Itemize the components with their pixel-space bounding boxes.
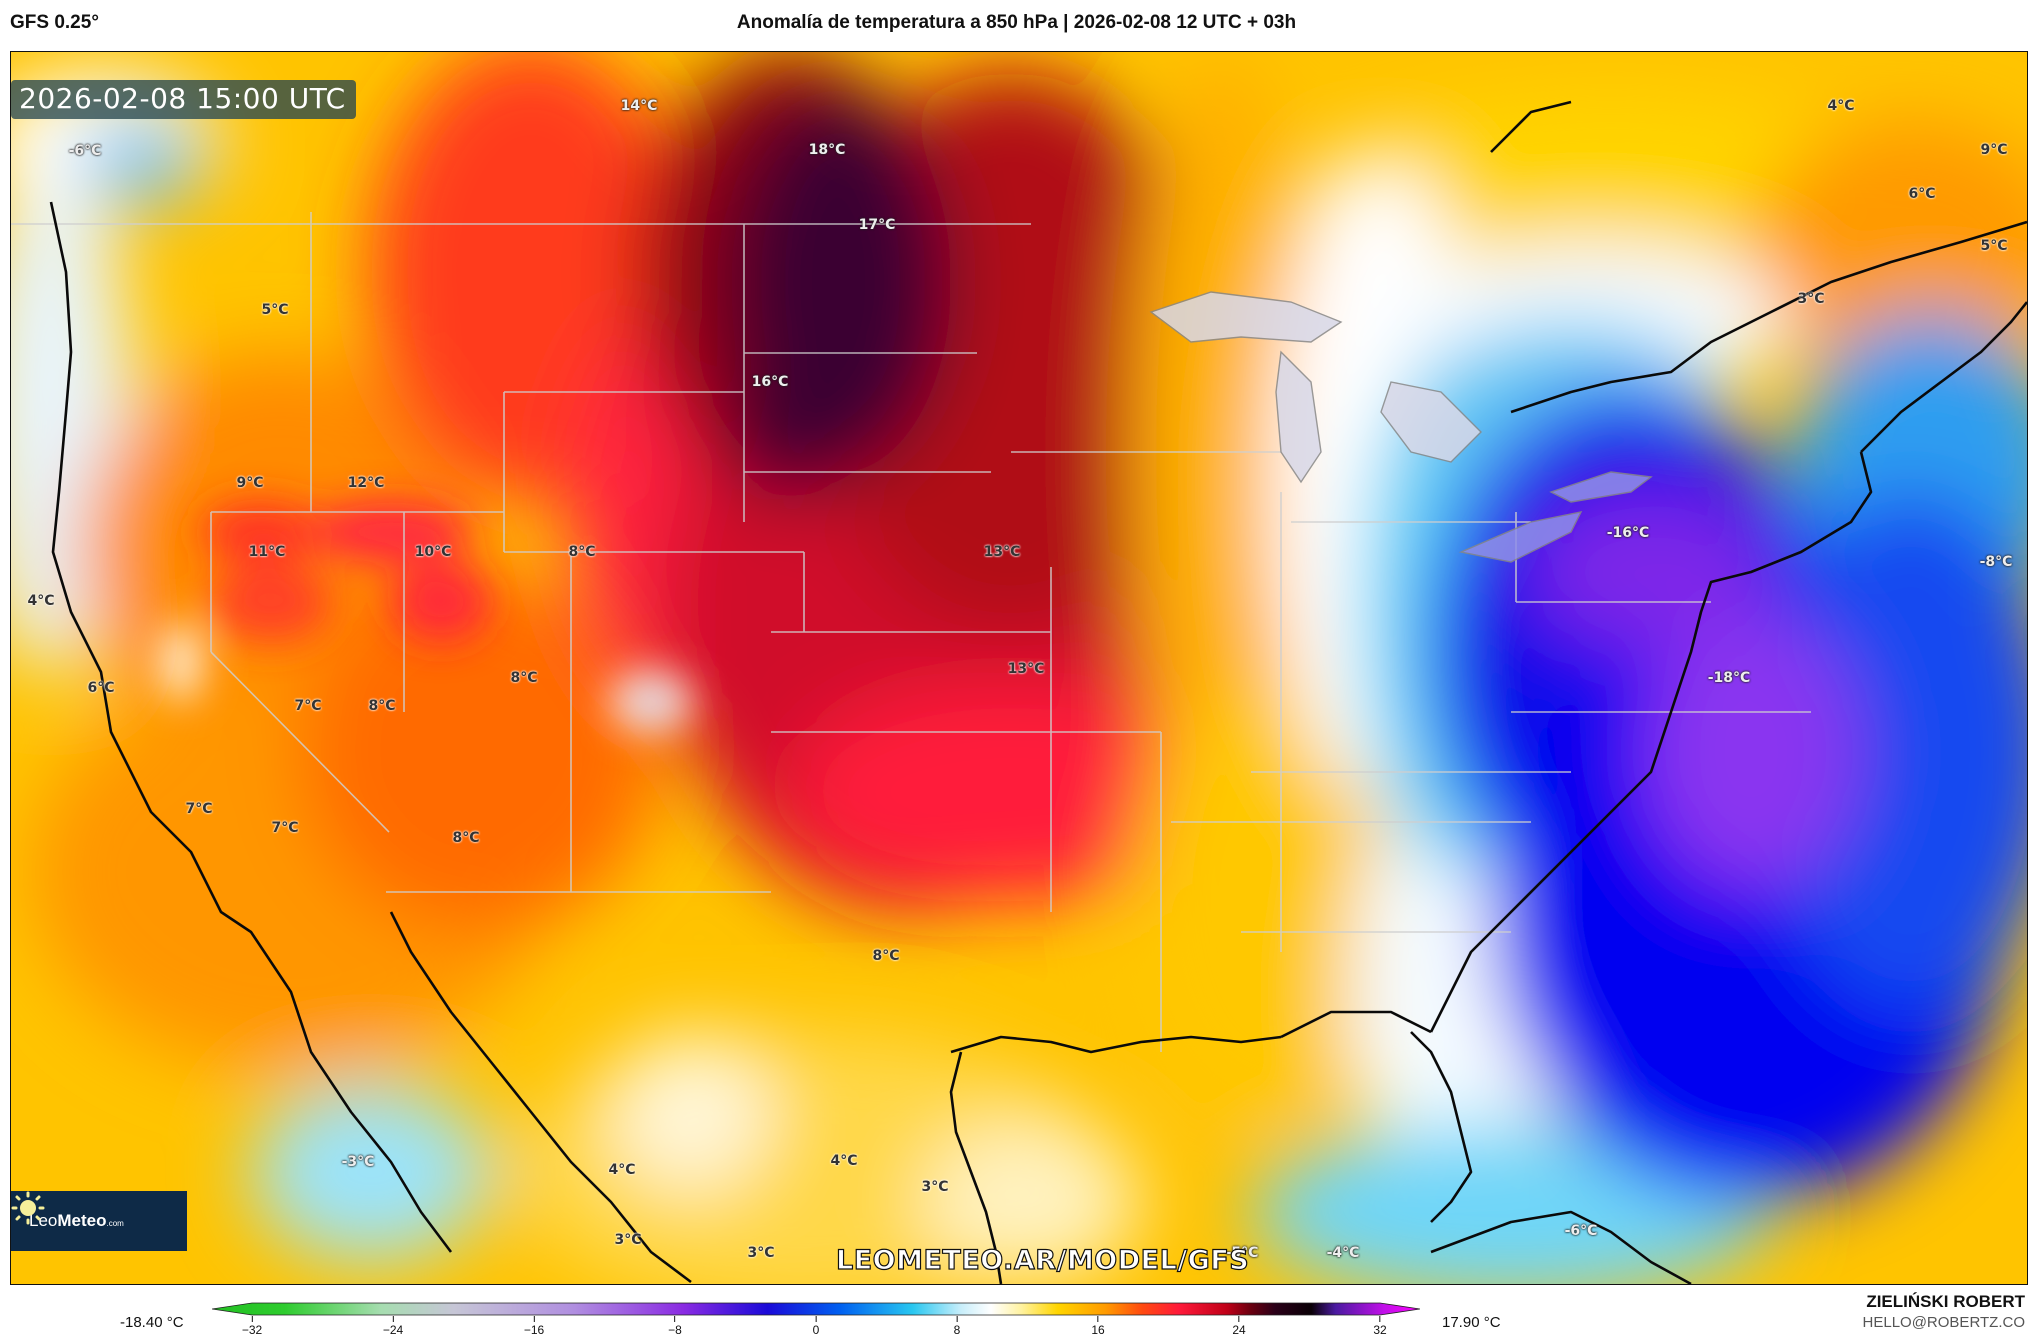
sun-icon (11, 1191, 45, 1225)
temperature-label: 18°C (808, 142, 846, 158)
colorbar-ticks: −32 −24 −16 −8 0 8 16 24 32 (212, 1316, 1420, 1340)
temperature-label: 6°C (87, 680, 115, 696)
temperature-label: -6°C (68, 143, 102, 159)
colorbar-max-label: 17.90 °C (1442, 1314, 1501, 1331)
temperature-label: 8°C (568, 544, 596, 560)
watermark-url: LEOMETEO.AR/MODEL/GFS (835, 1244, 1250, 1276)
author-email[interactable]: HELLO@ROBERTZ.CO (1862, 1314, 2025, 1331)
temperature-label: 16°C (751, 374, 789, 390)
temperature-label: 13°C (1007, 661, 1045, 677)
temperature-label: 8°C (872, 948, 900, 964)
temperature-label: 7°C (271, 820, 299, 836)
chart-title: Anomalía de temperatura a 850 hPa | 2026… (736, 12, 1297, 33)
temperature-label: 4°C (27, 593, 55, 609)
colorbar-tick: 24 (1232, 1316, 1245, 1337)
temperature-label: 5°C (261, 302, 289, 318)
temperature-label: -8°C (1979, 554, 2013, 570)
colorbar-tick: 16 (1091, 1316, 1104, 1337)
temperature-label: -6°C (1564, 1223, 1598, 1239)
colorbar-tick: 32 (1373, 1316, 1386, 1337)
colorbar-tick: −8 (668, 1316, 682, 1337)
colorbar-tick: −16 (524, 1316, 544, 1337)
temperature-label: -5°C (1225, 1245, 1259, 1261)
valid-time-badge: 2026-02-08 15:00 UTC (11, 80, 356, 119)
colorbar-tick: 8 (954, 1316, 961, 1337)
logo-suffix: .com (106, 1219, 124, 1228)
temperature-label: 3°C (747, 1245, 775, 1261)
temperature-label: 5°C (1980, 238, 2008, 254)
logo-prefix: Leo (29, 1211, 58, 1230)
logo-text: LeoMeteo.com (29, 1211, 124, 1231)
temperature-label: 12°C (347, 475, 385, 491)
colorbar-tick: −32 (242, 1316, 262, 1337)
temperature-label: 11°C (248, 544, 286, 560)
author-name: ZIELIŃSKI ROBERT (1866, 1292, 2025, 1311)
temperature-label: 8°C (452, 830, 480, 846)
temperature-label: -4°C (1326, 1245, 1360, 1261)
temperature-label: 7°C (185, 801, 213, 817)
temperature-label: 3°C (614, 1232, 642, 1248)
temperature-anomaly-map[interactable]: 2026-02-08 15:00 UTC -6°C 14°C 18°C 17°C 16°… (10, 51, 2028, 1285)
temperature-label: 13°C (983, 544, 1021, 560)
temperature-label: -18°C (1707, 670, 1751, 686)
temperature-label: 4°C (830, 1153, 858, 1169)
temperature-label: 3°C (1797, 291, 1825, 307)
temperature-label: 9°C (236, 475, 264, 491)
author-block: ZIELIŃSKI ROBERT HELLO@ROBERTZ.CO (1863, 1292, 2025, 1331)
temperature-label: 9°C (1980, 142, 2008, 158)
model-label: GFS 0.25° (10, 12, 99, 33)
temperature-label: -3°C (341, 1154, 375, 1170)
temperature-label: 7°C (294, 698, 322, 714)
temperature-label: 8°C (510, 670, 538, 686)
leometeo-logo[interactable]: LeoMeteo.com (11, 1191, 187, 1251)
temperature-label: 14°C (620, 98, 658, 114)
temperature-label: 10°C (414, 544, 452, 560)
temperature-label: 17°C (858, 217, 896, 233)
colorbar (212, 1302, 1420, 1316)
temperature-label: 4°C (1827, 98, 1855, 114)
temperature-label: 6°C (1908, 186, 1936, 202)
map-field (11, 52, 2027, 1284)
temperature-label: 3°C (921, 1179, 949, 1195)
temperature-label: 4°C (608, 1162, 636, 1178)
temperature-label: 8°C (368, 698, 396, 714)
colorbar-tick: 0 (813, 1316, 820, 1337)
temperature-label: -16°C (1606, 525, 1650, 541)
colorbar-tick: −24 (383, 1316, 403, 1337)
colorbar-min-label: -18.40 °C (120, 1314, 184, 1331)
logo-bold: Meteo (57, 1211, 107, 1230)
